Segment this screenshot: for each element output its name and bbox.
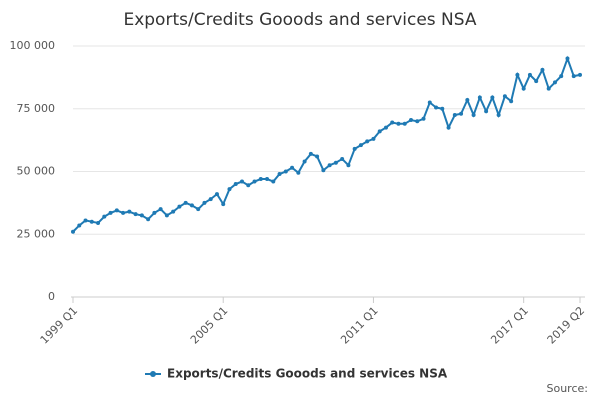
- y-tick-label: 50 000: [17, 165, 56, 178]
- data-point: [377, 129, 382, 134]
- data-point: [290, 165, 295, 170]
- data-point: [502, 94, 507, 99]
- data-point: [139, 213, 144, 218]
- data-point: [327, 163, 332, 168]
- data-point: [540, 67, 545, 72]
- data-point: [515, 72, 520, 77]
- data-point: [183, 200, 188, 205]
- data-point: [490, 95, 495, 100]
- data-point: [83, 218, 88, 223]
- data-point: [315, 154, 320, 159]
- data-point: [77, 223, 82, 228]
- data-point: [146, 217, 151, 222]
- data-point: [552, 80, 557, 85]
- source: Source:: [547, 382, 589, 395]
- data-point: [202, 200, 207, 205]
- data-point: [452, 113, 457, 118]
- data-point: [277, 172, 282, 177]
- data-point: [396, 121, 401, 126]
- data-point: [383, 125, 388, 130]
- data-point: [171, 209, 176, 214]
- data-point: [283, 169, 288, 174]
- data-point: [415, 119, 420, 124]
- data-point: [427, 100, 432, 105]
- data-point: [102, 214, 107, 219]
- data-point: [89, 219, 94, 224]
- data-point: [496, 113, 501, 118]
- x-tick-label: 2019 Q2: [545, 304, 588, 347]
- data-point: [402, 121, 407, 126]
- data-point: [346, 163, 351, 168]
- data-point: [484, 109, 489, 114]
- data-point: [365, 139, 370, 144]
- y-tick-label: 100 000: [10, 39, 56, 52]
- data-point: [302, 159, 307, 164]
- legend-label: Exports/Credits Gooods and services NSA: [167, 367, 448, 381]
- data-point: [227, 187, 232, 192]
- data-point: [333, 160, 338, 165]
- data-point: [371, 136, 376, 141]
- data-point: [177, 204, 182, 209]
- x-tick-label: 2005 Q1: [188, 304, 231, 347]
- data-point: [509, 99, 514, 104]
- data-point: [565, 56, 570, 61]
- data-point: [221, 202, 226, 207]
- data-point: [189, 203, 194, 208]
- data-point: [71, 229, 75, 234]
- data-point: [421, 116, 426, 121]
- data-point: [158, 207, 163, 212]
- data-point: [534, 79, 539, 84]
- chart-title: Exports/Credits Gooods and services NSA: [123, 10, 476, 30]
- data-point: [321, 168, 326, 173]
- data-point: [233, 182, 238, 187]
- data-point: [358, 143, 363, 148]
- data-point: [258, 177, 263, 182]
- data-point: [559, 74, 564, 79]
- data-point: [240, 179, 244, 184]
- legend-marker: [150, 371, 156, 377]
- x-tick-label: 1999 Q1: [38, 304, 81, 347]
- data-point: [121, 210, 126, 215]
- data-point: [477, 95, 482, 100]
- y-tick-label: 0: [48, 290, 55, 303]
- data-point: [571, 74, 576, 79]
- data-point: [440, 106, 445, 111]
- data-point: [271, 179, 276, 184]
- data-line: [72, 55, 581, 233]
- data-point: [352, 146, 357, 151]
- data-point: [465, 97, 470, 102]
- data-point: [152, 210, 157, 215]
- data-point: [96, 220, 101, 225]
- data-point: [390, 120, 395, 125]
- data-point: [409, 118, 413, 123]
- data-point: [108, 210, 113, 215]
- data-point: [446, 125, 451, 130]
- y-tick-label: 75 000: [17, 102, 56, 115]
- data-point: [434, 105, 439, 110]
- y-tick-label: 25 000: [17, 227, 56, 240]
- data-point: [252, 179, 257, 184]
- data-point: [196, 207, 201, 212]
- data-point: [133, 212, 138, 217]
- data-point: [546, 86, 551, 91]
- data-point: [527, 72, 532, 77]
- data-point: [521, 86, 526, 91]
- x-tick-label: 2011 Q1: [338, 304, 381, 347]
- data-point: [164, 213, 169, 218]
- data-point: [208, 197, 213, 202]
- data-point: [340, 156, 345, 161]
- data-point: [246, 183, 251, 188]
- data-point: [114, 208, 119, 213]
- data-point: [265, 177, 270, 182]
- data-point: [214, 192, 219, 197]
- data-point: [471, 113, 476, 118]
- data-point: [459, 111, 464, 116]
- data-point: [127, 209, 132, 214]
- data-point: [296, 170, 301, 175]
- x-tick-label: 2017 Q1: [488, 304, 531, 347]
- data-point: [308, 151, 313, 156]
- data-point: [578, 72, 582, 77]
